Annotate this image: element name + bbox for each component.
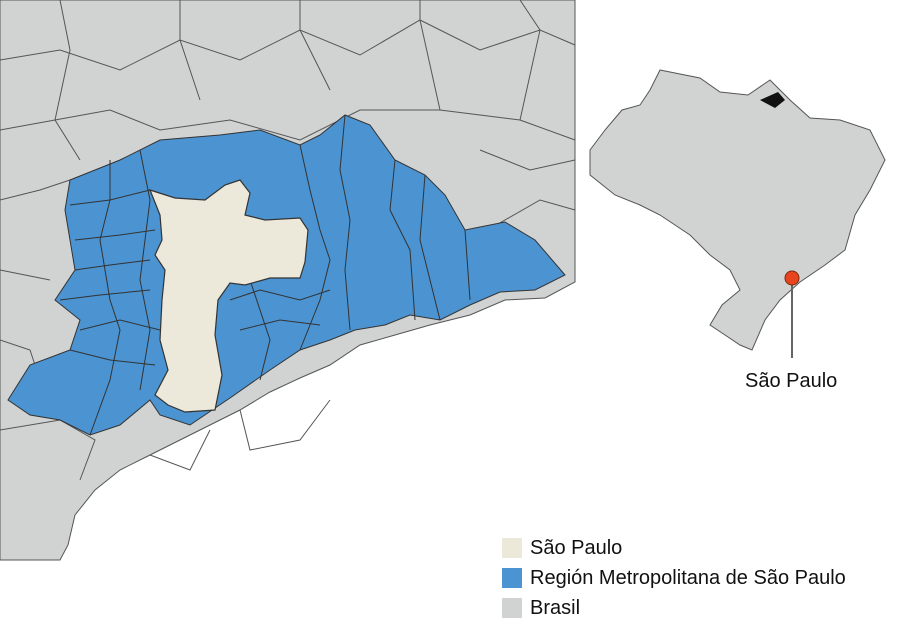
regional-map xyxy=(0,0,576,561)
amazon-river-mouth xyxy=(760,92,785,108)
legend-item-metro: Región Metropolitana de São Paulo xyxy=(502,563,846,593)
legend-label: Región Metropolitana de São Paulo xyxy=(530,566,846,589)
brazil-country-shape xyxy=(589,69,886,351)
callout-label: São Paulo xyxy=(745,370,838,392)
brazil-inset-map xyxy=(589,69,886,358)
legend-swatch-country xyxy=(502,598,522,618)
sao-paulo-marker xyxy=(784,270,800,286)
legend: São Paulo Región Metropolitana de São Pa… xyxy=(502,533,846,623)
legend-label: Brasil xyxy=(530,596,581,619)
legend-item-city: São Paulo xyxy=(502,533,846,563)
legend-item-country: Brasil xyxy=(502,593,846,623)
legend-swatch-city xyxy=(502,538,522,558)
municipality-borders xyxy=(0,0,576,481)
metro-municipality-borders xyxy=(59,114,471,436)
legend-swatch-metro xyxy=(502,568,522,588)
sao-paulo-city-area xyxy=(148,179,309,413)
legend-label: São Paulo xyxy=(530,536,623,559)
